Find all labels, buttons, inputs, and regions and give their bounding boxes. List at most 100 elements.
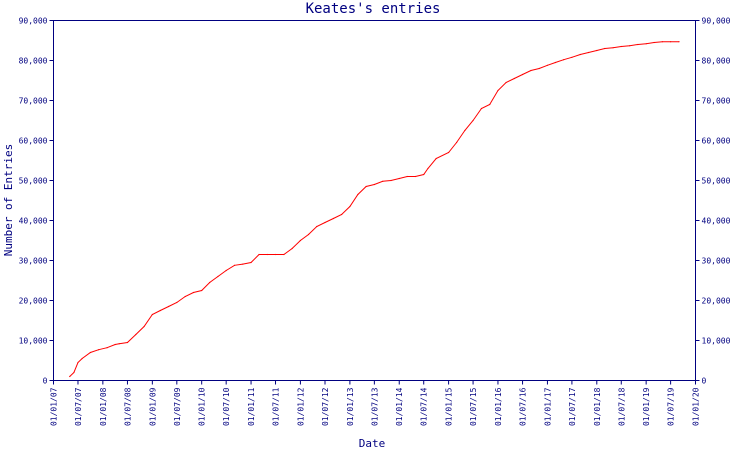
data-point bbox=[489, 103, 491, 106]
data-point bbox=[653, 41, 655, 44]
x-tick-label: 01/01/19 bbox=[642, 387, 651, 426]
data-point bbox=[167, 305, 170, 308]
x-tick-label: 01/07/18 bbox=[617, 387, 626, 426]
x-tick-label: 01/01/09 bbox=[148, 387, 157, 426]
data-point bbox=[678, 41, 680, 43]
data-point bbox=[414, 175, 417, 178]
data-point bbox=[645, 43, 647, 45]
data-point bbox=[135, 333, 137, 336]
x-tick-label: 01/07/13 bbox=[370, 387, 379, 426]
y-tick-label-right: 60,000 bbox=[702, 137, 731, 146]
y-tick-label-right: 70,000 bbox=[702, 97, 731, 106]
data-point bbox=[398, 177, 400, 180]
y-axis-label: Number of Entries bbox=[2, 144, 15, 257]
data-point bbox=[530, 69, 532, 72]
data-point bbox=[427, 167, 429, 170]
x-tick-label: 01/01/17 bbox=[543, 387, 552, 426]
data-point bbox=[118, 343, 120, 345]
data-point bbox=[143, 325, 145, 328]
x-ticks: 01/01/07 01/07/07 01/01/08 01/07/08 01/01/09… bbox=[50, 380, 701, 426]
chart-title: Keates's entries bbox=[306, 1, 441, 17]
data-point bbox=[114, 343, 116, 346]
data-point bbox=[629, 45, 631, 47]
data-point bbox=[258, 253, 260, 256]
data-point bbox=[324, 221, 326, 224]
x-tick-label: 01/01/16 bbox=[494, 387, 503, 426]
data-point bbox=[307, 233, 310, 236]
y-tick-label-right: 0 bbox=[702, 377, 707, 386]
data-point bbox=[447, 151, 450, 154]
data-point bbox=[521, 73, 524, 76]
data-point bbox=[472, 119, 474, 122]
data-point bbox=[612, 47, 614, 49]
data-point bbox=[192, 291, 195, 294]
data-point bbox=[571, 56, 573, 58]
x-tick-label: 01/01/07 bbox=[50, 387, 59, 426]
series-layer bbox=[69, 41, 680, 378]
data-point bbox=[184, 295, 186, 298]
data-point bbox=[69, 375, 71, 378]
series-line bbox=[69, 41, 679, 377]
y-tick-label-left: 90,000 bbox=[19, 17, 48, 26]
x-tick-label: 01/01/15 bbox=[445, 387, 454, 426]
data-point bbox=[225, 269, 227, 272]
x-tick-label: 01/01/10 bbox=[198, 387, 207, 426]
data-point bbox=[176, 301, 178, 304]
y-tick-label-right: 20,000 bbox=[702, 297, 731, 306]
data-point bbox=[596, 49, 598, 52]
x-tick-label: 01/07/12 bbox=[321, 387, 330, 426]
data-point bbox=[497, 89, 499, 92]
plot-frame bbox=[53, 20, 696, 381]
x-tick-label: 01/01/11 bbox=[247, 387, 256, 426]
y-tick-label-right: 30,000 bbox=[702, 257, 731, 266]
data-point bbox=[316, 225, 318, 228]
data-point bbox=[546, 64, 549, 66]
data-point bbox=[77, 361, 79, 364]
x-tick-label: 01/01/18 bbox=[593, 387, 602, 426]
data-point bbox=[480, 107, 483, 110]
y-tick-label-left: 20,000 bbox=[19, 297, 48, 306]
data-point bbox=[250, 261, 252, 264]
data-point bbox=[423, 173, 425, 176]
y-tick-label-left: 40,000 bbox=[19, 217, 48, 226]
x-tick-label: 01/01/14 bbox=[395, 387, 404, 426]
data-point bbox=[505, 81, 507, 84]
data-point bbox=[274, 253, 277, 256]
data-point bbox=[233, 264, 236, 266]
y-tick-label-left: 10,000 bbox=[19, 337, 48, 346]
data-point bbox=[332, 217, 334, 220]
x-tick-label: 01/07/16 bbox=[519, 387, 528, 426]
data-point bbox=[283, 253, 285, 256]
y-tick-label-left: 30,000 bbox=[19, 257, 48, 266]
x-tick-label: 01/07/07 bbox=[74, 387, 83, 426]
data-point bbox=[435, 157, 437, 160]
x-tick-label: 01/07/15 bbox=[469, 387, 478, 426]
data-point bbox=[373, 183, 375, 186]
y-tick-label-left: 80,000 bbox=[19, 57, 48, 66]
data-point bbox=[365, 185, 367, 188]
data-point bbox=[126, 341, 129, 344]
x-tick-label: 01/01/13 bbox=[346, 387, 355, 426]
y-tick-label-left: 0 bbox=[43, 377, 48, 386]
x-tick-label: 01/07/11 bbox=[272, 387, 281, 426]
x-tick-label: 01/01/08 bbox=[99, 387, 108, 426]
data-point bbox=[89, 351, 92, 354]
data-point bbox=[291, 247, 293, 250]
data-point bbox=[661, 41, 663, 43]
data-point bbox=[604, 47, 606, 50]
y-tick-label-right: 90,000 bbox=[702, 17, 731, 26]
y-ticks-left: 0 10,000 20,000 30,000 40,000 50,000 60,000 70,… bbox=[19, 17, 54, 386]
data-point bbox=[341, 213, 343, 216]
data-point bbox=[513, 77, 515, 80]
data-point bbox=[81, 357, 83, 360]
x-axis-label: Date bbox=[359, 437, 386, 450]
data-point bbox=[357, 193, 359, 196]
x-tick-label: 01/07/19 bbox=[667, 387, 676, 426]
data-point bbox=[349, 205, 351, 208]
x-tick-label: 01/01/20 bbox=[692, 387, 701, 426]
data-point bbox=[159, 309, 161, 312]
x-tick-label: 01/07/08 bbox=[123, 387, 132, 426]
data-point bbox=[406, 175, 408, 178]
